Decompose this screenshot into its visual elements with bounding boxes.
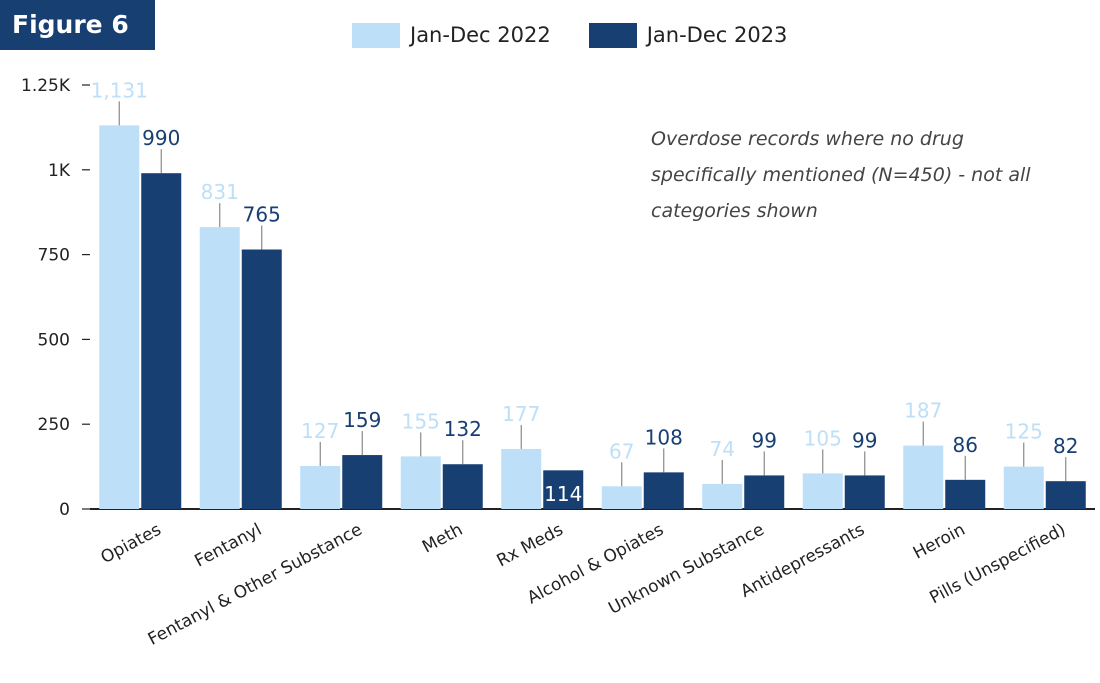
data-label: 990	[142, 126, 180, 150]
category-label: Meth	[419, 520, 466, 558]
y-tick-label: 250	[38, 415, 70, 435]
data-label: 177	[502, 402, 540, 426]
bar	[241, 249, 282, 509]
data-label: 67	[609, 439, 634, 463]
data-label: 132	[444, 417, 482, 441]
category-label: Heroin	[910, 520, 969, 564]
y-tick-label: 750	[38, 246, 70, 266]
data-label: 114	[544, 482, 582, 506]
data-label: 127	[301, 419, 339, 443]
data-label: 155	[402, 409, 440, 433]
data-label: 82	[1053, 434, 1078, 458]
bar	[99, 125, 140, 509]
data-label: 159	[343, 408, 381, 432]
data-label: 765	[243, 203, 281, 227]
bar	[543, 470, 584, 509]
category-label: Fentanyl	[191, 520, 265, 572]
data-label: 187	[904, 399, 942, 423]
data-label: 99	[752, 428, 777, 452]
chart-annotation: Overdose records where no drug specifica…	[651, 128, 1031, 222]
category-label: Opiates	[98, 520, 165, 568]
bar	[1003, 466, 1044, 509]
bar	[643, 472, 684, 509]
bar	[744, 475, 785, 509]
legend: Jan-Dec 2022 Jan-Dec 2023	[352, 20, 825, 50]
bar	[442, 464, 483, 509]
data-label: 1,131	[91, 78, 148, 102]
bar	[199, 227, 240, 509]
bar	[702, 483, 743, 509]
data-label: 831	[201, 180, 239, 204]
legend-item-2022: Jan-Dec 2022	[352, 22, 551, 48]
data-label: 108	[645, 425, 683, 449]
bar	[1045, 481, 1086, 509]
bar	[601, 486, 642, 509]
bar	[802, 473, 843, 509]
bar	[141, 173, 182, 509]
bar	[945, 479, 986, 509]
y-tick-label: 500	[38, 330, 70, 350]
legend-label-2022: Jan-Dec 2022	[410, 23, 551, 47]
data-label: 86	[953, 433, 978, 457]
y-tick-label: 1K	[48, 161, 71, 181]
data-label: 74	[710, 437, 735, 461]
legend-swatch-2022	[352, 22, 400, 48]
data-label: 99	[852, 428, 877, 452]
figure-label: Figure 6	[0, 0, 155, 50]
data-label: 125	[1005, 420, 1043, 444]
legend-label-2023: Jan-Dec 2023	[646, 23, 788, 47]
legend-item-2023: Jan-Dec 2023	[588, 22, 788, 48]
bar	[844, 475, 885, 509]
y-tick-label: 0	[59, 500, 70, 520]
data-label: 105	[804, 426, 842, 450]
bar	[342, 455, 383, 509]
bar	[903, 445, 944, 509]
y-tick-label: 1.25K	[21, 76, 71, 96]
legend-swatch-2023	[588, 22, 637, 48]
bar	[501, 448, 542, 509]
bar	[400, 456, 441, 509]
bar	[300, 465, 341, 509]
category-label: Rx Meds	[494, 520, 567, 572]
